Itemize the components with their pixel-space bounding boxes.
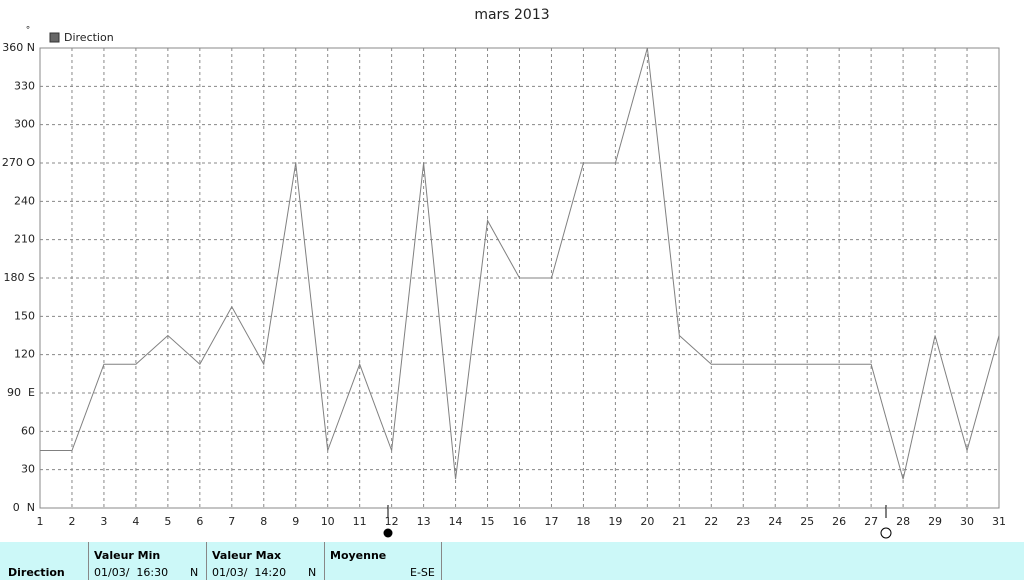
legend-label: Direction [64,31,114,44]
x-tick-label: 8 [260,515,267,528]
y-tick-label: 240 [14,194,35,207]
x-tick-label: 31 [992,515,1006,528]
col-header: Moyenne [330,549,387,562]
x-tick-label: 19 [608,515,622,528]
separator [206,542,207,580]
x-tick-label: 5 [164,515,171,528]
col-date: 01/03/ 14:20 [212,566,287,579]
x-tick-label: 30 [960,515,974,528]
moon-new [880,527,892,539]
x-tick-label: 24 [768,515,782,528]
x-tick-label: 11 [353,515,367,528]
x-tick-label: 12 [385,515,399,528]
moon-full [383,528,393,538]
col-dir: E-SE [410,566,435,579]
y-tick-label: 300 [14,118,35,131]
x-tick-label: 29 [928,515,942,528]
x-tick-label: 28 [896,515,910,528]
summary-table: Direction Valeur Min 01/03/ 16:30 N Vale… [0,542,1024,580]
y-tick-label: 330 [14,79,35,92]
x-tick-label: 4 [132,515,139,528]
x-tick-label: 17 [544,515,558,528]
chart-title: mars 2013 [474,7,549,23]
y-tick-label: 210 [14,233,35,246]
col-date: 01/03/ 16:30 [94,566,169,579]
x-tick-label: 22 [704,515,718,528]
col-header: Valeur Max [212,549,282,562]
separator [324,542,325,580]
x-tick-label: 20 [640,515,654,528]
y-tick-label: 60 [21,424,35,437]
legend-swatch [49,32,60,43]
x-tick-label: 3 [100,515,107,528]
x-tick-label: 25 [800,515,814,528]
x-tick-label: 10 [321,515,335,528]
y-axis-label: ° [26,26,31,36]
col-header: Valeur Min [94,549,161,562]
col-dir: N [308,566,317,579]
x-tick-label: 27 [864,515,878,528]
separator [88,542,89,580]
x-tick-label: 9 [292,515,299,528]
x-tick-label: 13 [417,515,431,528]
row-label: Direction [8,566,65,579]
y-tick-label: 150 [14,309,35,322]
data-line [40,47,1000,480]
x-tick-label: 1 [37,515,44,528]
x-tick-label: 6 [196,515,203,528]
x-tick-label: 18 [576,515,590,528]
x-tick-label: 21 [672,515,686,528]
x-tick-label: 14 [449,515,463,528]
x-tick-label: 16 [513,515,527,528]
separator [441,542,442,580]
x-tick-label: 2 [68,515,75,528]
y-tick-label: 270 O [2,156,35,169]
x-tick-label: 7 [228,515,235,528]
y-tick-label: 360 N [2,41,35,54]
col-dir: N [190,566,199,579]
x-tick-label: 15 [481,515,495,528]
x-tick-label: 23 [736,515,750,528]
y-tick-label: 180 S [4,271,35,284]
y-tick-label: 0 N [13,501,35,514]
x-tick-label: 26 [832,515,846,528]
y-tick-label: 90 E [7,386,35,399]
y-tick-label: 30 [21,463,35,476]
y-tick-label: 120 [14,348,35,361]
